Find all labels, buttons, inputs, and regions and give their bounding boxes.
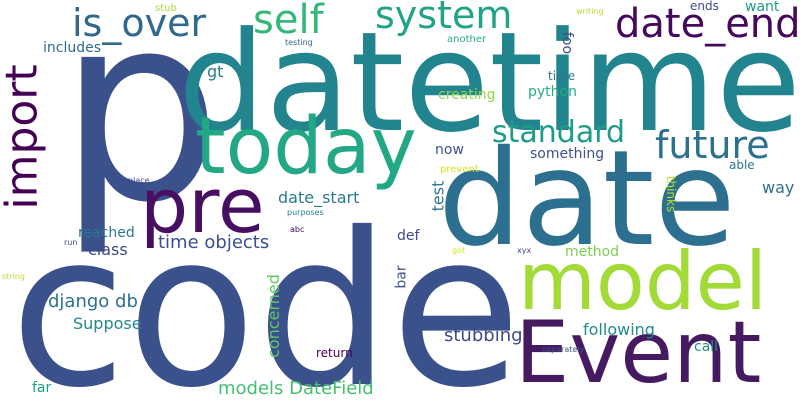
- word-time: time: [548, 69, 576, 83]
- word-test: test: [428, 180, 448, 212]
- word-purposes: abc: [290, 225, 305, 234]
- word-concerned: concerned: [263, 274, 283, 358]
- word-ends: ends: [690, 0, 719, 13]
- word-something: something: [530, 146, 605, 162]
- word-got: string: [2, 272, 25, 281]
- word-run: xyx: [517, 246, 532, 255]
- word-method: method: [565, 244, 620, 260]
- word-void: prevent: [440, 164, 479, 175]
- word-standard: standard: [492, 115, 626, 150]
- word-django-db: django db: [48, 291, 138, 312]
- word-able: able: [729, 158, 755, 172]
- word-def: def: [397, 228, 420, 244]
- word-code: code: [10, 187, 522, 400]
- word-creating: creating: [438, 87, 496, 103]
- word-far: call: [694, 339, 719, 355]
- word-today: today: [195, 102, 417, 192]
- word-pre: pre: [140, 161, 265, 250]
- word-stub: stub: [155, 3, 177, 14]
- word-testing: testing: [285, 38, 313, 47]
- word-python: python: [528, 84, 577, 100]
- word-date: date: [438, 122, 736, 276]
- word-prevent: replace: [120, 176, 150, 185]
- word-return: far: [32, 380, 52, 396]
- word-is-over: is_over: [72, 1, 207, 45]
- word-date-start: date_start: [278, 188, 360, 207]
- word-models-datefield: models DateField: [218, 378, 374, 399]
- word-want: want: [745, 0, 780, 15]
- word-writing: writing: [576, 7, 604, 16]
- word-p: p: [58, 0, 222, 259]
- word-datetime: datetime: [178, 2, 800, 163]
- word-foo: foo: [559, 31, 576, 55]
- word-future: future: [655, 123, 770, 167]
- word-includes: includes: [43, 40, 102, 56]
- word-gt: gt: [207, 62, 224, 81]
- word-self: self: [253, 0, 324, 43]
- word-import: import: [0, 64, 48, 210]
- word-model: model: [518, 235, 768, 328]
- word-abc: run: [64, 238, 78, 247]
- word-way: way: [762, 178, 795, 197]
- word-class: class: [88, 240, 128, 259]
- word-thinks: thinks: [664, 175, 679, 213]
- word-system: system: [375, 0, 513, 37]
- word-now: now: [435, 142, 464, 158]
- word-another: another: [447, 34, 487, 45]
- word-xyx: separately: [542, 345, 585, 354]
- word-suppose: Suppose: [73, 314, 142, 333]
- word-event: Event: [515, 303, 762, 400]
- word-bar: bar: [393, 265, 410, 289]
- word-following: following: [583, 320, 655, 339]
- word-date-end: date_end: [615, 1, 800, 47]
- word-unit: got: [452, 246, 466, 255]
- word-call: return: [316, 346, 353, 360]
- word-stubbing: stubbing: [444, 325, 523, 346]
- word-replace: purposes: [287, 208, 324, 217]
- word-time-objects: time objects: [158, 232, 270, 253]
- word-reached: reached: [78, 225, 135, 241]
